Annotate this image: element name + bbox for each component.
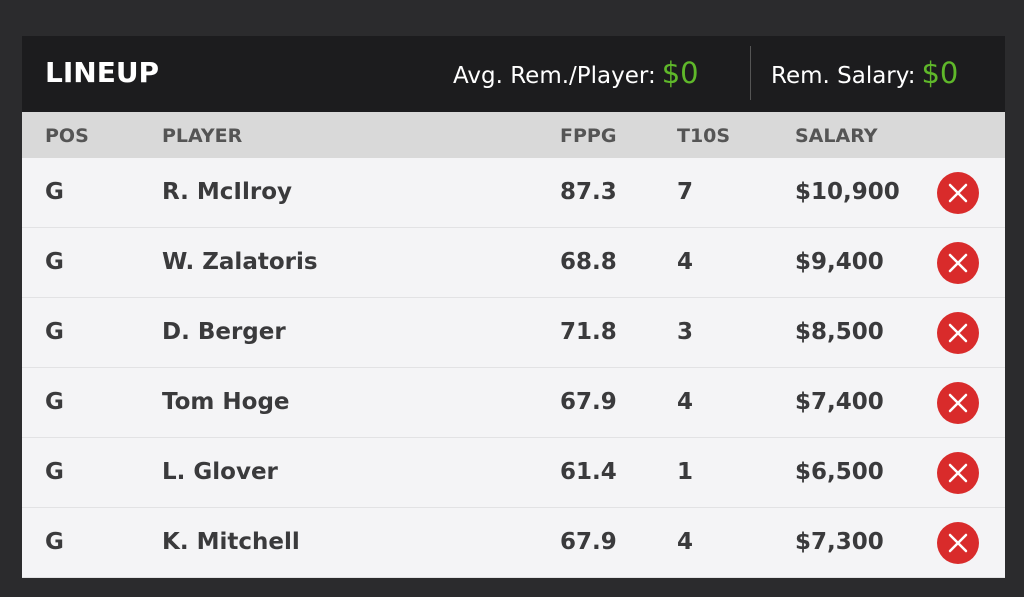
t10s: 4: [677, 529, 694, 555]
pos: G: [45, 319, 64, 345]
t10s: 4: [677, 249, 694, 275]
player: W. Zalatoris: [162, 249, 318, 275]
player-row: G R. McIlroy 87.3 7 $10,900: [22, 158, 1005, 228]
player-row: G D. Berger 71.8 3 $8,500: [22, 298, 1005, 368]
t10s: 3: [677, 319, 694, 345]
remove-button[interactable]: [937, 452, 979, 494]
value: $0: [921, 56, 959, 90]
salary: $10,900: [795, 179, 900, 205]
column-title: POS: [45, 125, 89, 147]
remaining-salary: Rem. Salary: $0: [771, 56, 958, 90]
remove-button[interactable]: [937, 172, 979, 214]
fppg: 71.8: [560, 319, 617, 345]
fppg: 61.4: [560, 459, 617, 485]
remove-button[interactable]: [937, 382, 979, 424]
avg-remaining: Avg. Rem./Player: $0: [453, 56, 699, 90]
remove-icon: [937, 242, 979, 284]
remove-icon: [937, 522, 979, 564]
lineup-panel: LINEUP Avg. Rem./Player: $0 Rem. Salary: $…: [22, 36, 1005, 578]
player: L. Glover: [162, 459, 278, 485]
column-title: SALARY: [795, 125, 878, 147]
column-header: POS PLAYER FPPG T10S SALARY: [22, 112, 1005, 158]
remove-icon: [937, 452, 979, 494]
pos: G: [45, 459, 64, 485]
t10s: 7: [677, 179, 694, 205]
value: $0: [661, 56, 699, 90]
player-row: G L. Glover 61.4 1 $6,500: [22, 438, 1005, 508]
title: LINEUP: [45, 56, 160, 89]
pos: G: [45, 389, 64, 415]
label: Rem. Salary:: [771, 63, 916, 89]
label: Avg. Rem./Player:: [453, 63, 656, 89]
fppg: 67.9: [560, 529, 617, 555]
salary: $7,300: [795, 529, 884, 555]
player: K. Mitchell: [162, 529, 300, 555]
player: D. Berger: [162, 319, 286, 345]
t10s: 4: [677, 389, 694, 415]
pos: G: [45, 179, 64, 205]
player: Tom Hoge: [162, 389, 290, 415]
remove-icon: [937, 172, 979, 214]
fppg: 87.3: [560, 179, 617, 205]
salary: $6,500: [795, 459, 884, 485]
salary: $9,400: [795, 249, 884, 275]
column-title: PLAYER: [162, 125, 243, 147]
divider: [750, 46, 751, 100]
remove-button[interactable]: [937, 522, 979, 564]
player-row: G K. Mitchell 67.9 4 $7,300: [22, 508, 1005, 578]
salary: $8,500: [795, 319, 884, 345]
player-row: G W. Zalatoris 68.8 4 $9,400: [22, 228, 1005, 298]
remove-button[interactable]: [937, 242, 979, 284]
fppg: 68.8: [560, 249, 617, 275]
remove-icon: [937, 382, 979, 424]
remove-button[interactable]: [937, 312, 979, 354]
player: R. McIlroy: [162, 179, 292, 205]
column-title: T10S: [677, 125, 731, 147]
pos: G: [45, 529, 64, 555]
fppg: 67.9: [560, 389, 617, 415]
lineup-header: LINEUP Avg. Rem./Player: $0 Rem. Salary: $…: [22, 36, 1005, 112]
salary: $7,400: [795, 389, 884, 415]
t10s: 1: [677, 459, 694, 485]
column-title: FPPG: [560, 125, 617, 147]
player-row: G Tom Hoge 67.9 4 $7,400: [22, 368, 1005, 438]
pos: G: [45, 249, 64, 275]
remove-icon: [937, 312, 979, 354]
